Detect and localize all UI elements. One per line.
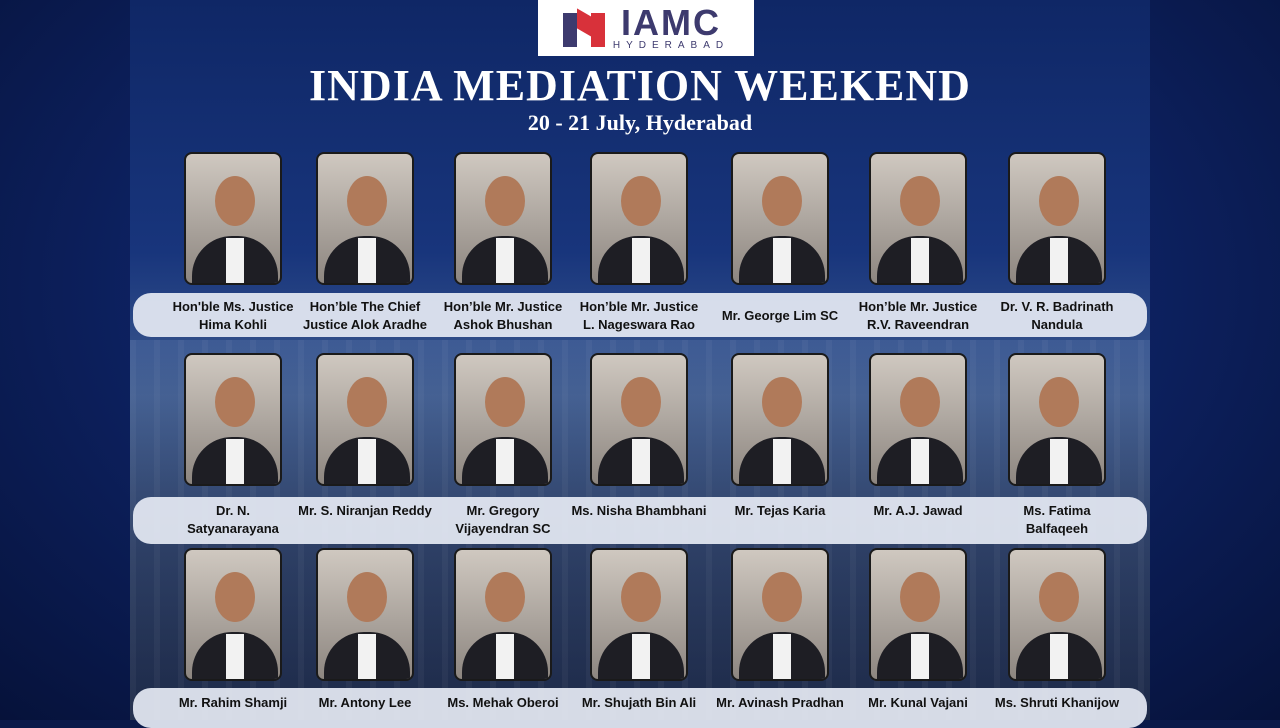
speaker-name-line: Mr. Rahim Shamji — [178, 695, 288, 710]
speaker-name-line: Hon’ble Mr. Justice — [443, 299, 563, 314]
speaker-photo — [316, 152, 414, 285]
speaker-name: Mr. Antony Lee — [295, 694, 435, 712]
speaker-name-line: Hima Kohli — [199, 317, 267, 332]
speaker-photo — [184, 353, 282, 486]
speaker-name: Hon’ble Mr. Justice L. Nageswara Rao — [569, 298, 709, 334]
speaker-name-line: Hon’ble Mr. Justice — [579, 299, 699, 314]
speaker-name-line: Hon'ble Ms. Justice — [172, 299, 294, 314]
speaker-name-line: Dr. N. — [216, 503, 250, 518]
speaker-name: Mr. Tejas Karia — [710, 502, 850, 520]
speaker-name-line: Hon’ble The Chief — [309, 299, 421, 314]
speaker-name: Dr. N. Satyanarayana — [163, 502, 303, 538]
speaker-photo — [731, 152, 829, 285]
speaker-photo — [454, 353, 552, 486]
speaker-name: Mr. S. Niranjan Reddy — [295, 502, 435, 520]
speaker-name-line: Hon’ble Mr. Justice — [858, 299, 978, 314]
speaker-name: Hon’ble The Chief Justice Alok Aradhe — [295, 298, 435, 334]
speaker-name: Mr. Avinash Pradhan — [710, 694, 850, 712]
speaker-name-line: Nandula — [1031, 317, 1083, 332]
speaker-name-line: R.V. Raveendran — [866, 317, 970, 332]
speaker-name-line: Ms. Fatima — [1023, 503, 1091, 518]
speaker-photo — [184, 548, 282, 681]
speaker-photo — [454, 152, 552, 285]
speaker-photo — [869, 152, 967, 285]
speaker-photo — [869, 353, 967, 486]
speaker-name: Hon’ble Mr. Justice Ashok Bhushan — [433, 298, 573, 334]
speaker-photo — [454, 548, 552, 681]
speaker-photo — [869, 548, 967, 681]
speaker-name: Mr. Gregory Vijayendran SC — [433, 502, 573, 538]
event-title: INDIA MEDIATION WEEKEND — [309, 61, 971, 110]
iamc-logo: IAMC HYDERABAD — [538, 0, 754, 56]
speaker-name: Mr. George Lim SC — [710, 307, 850, 325]
logo-mark-icon — [562, 8, 607, 47]
speaker-name-line: Mr. Kunal Vajani — [868, 695, 968, 710]
speaker-name-line: Mr. George Lim SC — [721, 308, 839, 323]
speaker-photo — [1008, 353, 1106, 486]
speaker-photo — [731, 548, 829, 681]
speaker-photo — [590, 548, 688, 681]
name-band — [133, 497, 1147, 544]
speaker-name-line: Mr. A.J. Jawad — [873, 503, 963, 518]
speaker-name-line: Mr. Avinash Pradhan — [716, 695, 844, 710]
name-band — [133, 293, 1147, 337]
speaker-photo — [184, 152, 282, 285]
speaker-name: Mr. Rahim Shamji — [163, 694, 303, 712]
speaker-name-line: Mr. Antony Lee — [318, 695, 412, 710]
speaker-name-line: Dr. V. R. Badrinath — [1000, 299, 1114, 314]
speaker-photo — [316, 353, 414, 486]
speaker-photo — [1008, 152, 1106, 285]
speaker-photo — [590, 353, 688, 486]
speaker-name-line: Ms. Shruti Khanijow — [994, 695, 1120, 710]
speaker-name: Dr. V. R. Badrinath Nandula — [987, 298, 1127, 334]
speaker-name: Ms. Nisha Bhambhani — [569, 502, 709, 520]
speaker-photo — [316, 548, 414, 681]
speaker-photo — [590, 152, 688, 285]
speaker-name: Hon’ble Mr. Justice R.V. Raveendran — [848, 298, 988, 334]
speaker-name-line: Vijayendran SC — [455, 521, 551, 536]
speaker-name-line: Mr. Gregory — [466, 503, 540, 518]
event-date: 20 - 21 July, Hyderabad — [527, 110, 753, 135]
speaker-name-line: Mr. Shujath Bin Ali — [581, 695, 697, 710]
speaker-name: Mr. A.J. Jawad — [848, 502, 988, 520]
speaker-name: Hon'ble Ms. Justice Hima Kohli — [163, 298, 303, 334]
speaker-name-line: Ms. Mehak Oberoi — [447, 695, 559, 710]
speaker-name-line: Justice Alok Aradhe — [302, 317, 428, 332]
speaker-name-line: Ms. Nisha Bhambhani — [571, 503, 707, 518]
speaker-name-line: Mr. S. Niranjan Reddy — [298, 503, 432, 518]
speaker-photo — [1008, 548, 1106, 681]
speaker-name: Ms. Mehak Oberoi — [433, 694, 573, 712]
speaker-name-line: Ashok Bhushan — [453, 317, 553, 332]
speaker-name: Ms. Shruti Khanijow — [987, 694, 1127, 712]
speaker-name-line: Balfaqeeh — [1025, 521, 1089, 536]
speaker-name-line: Satyanarayana — [187, 521, 279, 536]
speaker-name: Mr. Shujath Bin Ali — [569, 694, 709, 712]
speaker-name: Ms. Fatima Balfaqeeh — [987, 502, 1127, 538]
speaker-name: Mr. Kunal Vajani — [848, 694, 988, 712]
speaker-photo — [731, 353, 829, 486]
logo-city: HYDERABAD — [612, 39, 730, 51]
logo-brand: IAMC — [621, 1, 721, 43]
speaker-name-line: L. Nageswara Rao — [583, 317, 695, 332]
speaker-name-line: Mr. Tejas Karia — [734, 503, 826, 518]
